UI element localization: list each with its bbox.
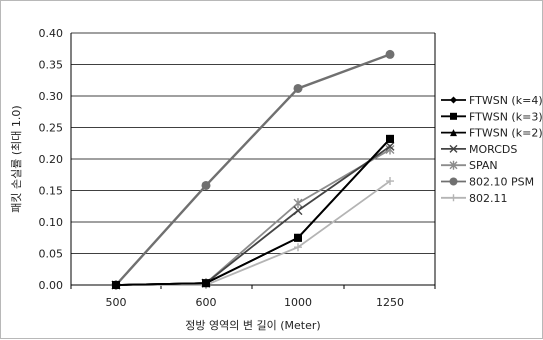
legend-item: 802.10 PSM xyxy=(441,176,534,189)
y-tick-label: 0.15 xyxy=(39,185,64,198)
legend-label: FTWSN (k=2) xyxy=(469,127,543,140)
marker-plus xyxy=(294,243,302,252)
legend-item: FTWSN (k=3) xyxy=(441,110,543,123)
marker-circle xyxy=(201,180,211,190)
series-line xyxy=(115,53,391,286)
y-tick-label: 0.40 xyxy=(39,27,64,40)
marker-triangle xyxy=(450,129,457,137)
marker-diamond xyxy=(294,233,302,242)
legend: FTWSN (k=4) FTWSN (k=3) FTWSN (k=2) MORCDS S… xyxy=(441,94,543,205)
marker-plus xyxy=(386,177,394,186)
marker-x xyxy=(385,141,395,151)
series-line xyxy=(115,138,391,286)
series-line xyxy=(115,138,391,286)
legend-item: 802.11 xyxy=(441,192,508,205)
marker-x xyxy=(449,144,458,153)
legend-label: 802.10 PSM xyxy=(469,176,534,189)
series-802-11 xyxy=(112,177,394,289)
marker-circle xyxy=(293,83,303,93)
marker-square xyxy=(450,112,457,120)
gridlines xyxy=(71,32,435,254)
series-line xyxy=(115,145,391,286)
legend-item: MORCDS xyxy=(441,143,517,156)
legend-label: MORCDS xyxy=(469,143,517,156)
x-tick-label: 1000 xyxy=(284,296,312,309)
y-tick-label: 0.35 xyxy=(39,59,64,72)
axes xyxy=(70,33,436,289)
series-morcds xyxy=(111,141,395,290)
x-tick-label: 500 xyxy=(106,296,127,309)
series-ftwsn-k-4- xyxy=(112,134,394,289)
legend-label: FTWSN (k=3) xyxy=(469,110,543,123)
marker-diamond xyxy=(386,134,394,143)
legend-item: FTWSN (k=2) xyxy=(441,127,543,140)
y-tick-label: 0.10 xyxy=(39,216,64,229)
marker-circle xyxy=(449,177,458,186)
legend-item: SPAN xyxy=(441,159,498,172)
x-axis-title: 정방 영역의 변 길이 (Meter) xyxy=(185,319,320,332)
y-tick-label: 0.05 xyxy=(39,248,64,261)
marker-circle xyxy=(385,49,395,59)
marker-plus xyxy=(450,194,457,202)
legend-label: SPAN xyxy=(469,159,498,172)
marker-star xyxy=(449,160,458,170)
marker-diamond xyxy=(112,281,120,289)
marker-diamond xyxy=(202,279,210,288)
series-span xyxy=(111,144,395,290)
marker-star xyxy=(293,198,303,209)
y-tick-label: 0.30 xyxy=(39,90,64,103)
legend-item: FTWSN (k=4) xyxy=(441,94,543,107)
y-tick-label: 0.20 xyxy=(39,153,64,166)
legend-label: 802.11 xyxy=(469,192,508,205)
marker-diamond xyxy=(450,96,457,104)
x-tick-label: 1250 xyxy=(376,296,404,309)
x-tick-label: 600 xyxy=(196,296,217,309)
y-tick-label: 0.25 xyxy=(39,122,64,135)
series-lines xyxy=(111,49,395,290)
tick-labels: 0.00 0.05 0.10 0.15 0.20 0.25 0.30 0.35 0.40 500 6… xyxy=(39,27,405,309)
series-line xyxy=(116,180,391,286)
y-tick-label: 0.00 xyxy=(39,279,64,292)
series-line xyxy=(115,138,391,286)
series-line xyxy=(115,148,391,286)
legend-label: FTWSN (k=4) xyxy=(469,94,543,107)
y-axis-title: 패킷 손실률 (최대 1.0) xyxy=(10,105,23,212)
marker-x xyxy=(293,206,303,216)
